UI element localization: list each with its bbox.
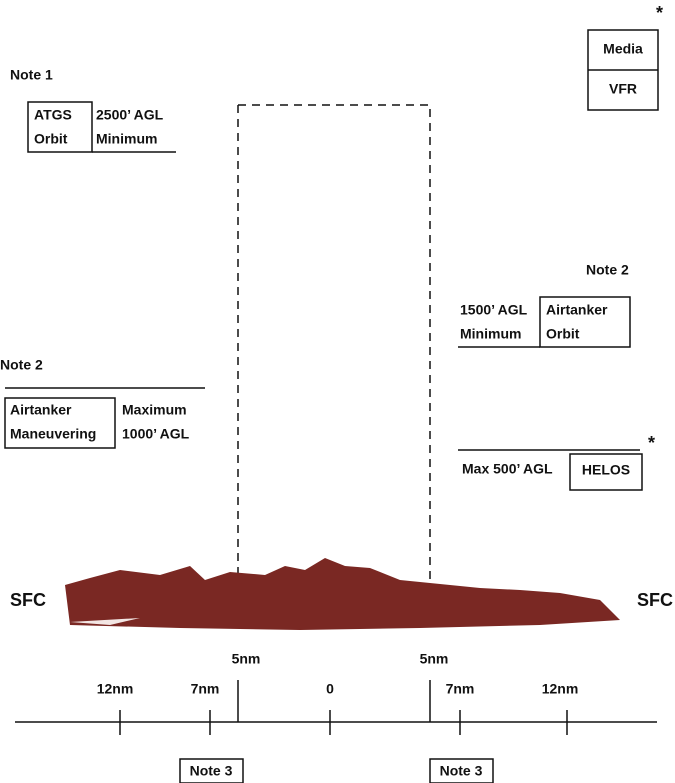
box-text: Orbit [546, 326, 580, 342]
distance-label: 7nm [446, 681, 475, 697]
altitude-text: Minimum [96, 131, 157, 147]
media-label: Media [603, 41, 643, 57]
altitude-text: 2500’ AGL [96, 107, 164, 123]
asterisk: * [648, 433, 655, 453]
distance-label: 7nm [191, 681, 220, 697]
note: Note 1 [10, 67, 53, 83]
box-text: HELOS [582, 462, 630, 478]
altitude-text: Max 500’ AGL [462, 461, 553, 477]
atgs-box [27, 101, 93, 153]
vfr-label: VFR [609, 81, 637, 97]
distance-label: 12nm [97, 681, 134, 697]
surface-label: SFC [637, 590, 673, 610]
box-text: Airtanker [10, 402, 72, 418]
distance-label: 12nm [542, 681, 579, 697]
altitude-text: 1500’ AGL [460, 302, 528, 318]
terrain [65, 558, 620, 630]
axis-ticks [119, 680, 568, 735]
airtanker-maneuvering-box [4, 397, 116, 449]
note-box [179, 758, 244, 783]
distance-label: 5nm [420, 651, 449, 667]
helos-box [569, 453, 643, 491]
terrain-highlight [70, 618, 140, 625]
box-text: ATGS [34, 107, 72, 123]
box-text: Orbit [34, 131, 68, 147]
distance-label: 0 [326, 681, 334, 697]
note: Note 3 [440, 763, 483, 779]
airspace-column [237, 104, 431, 590]
surface-label: SFC [10, 590, 46, 610]
distance-label: 5nm [232, 651, 261, 667]
altitude-text: Minimum [460, 326, 521, 342]
altitude-text: 1000’ AGL [122, 426, 190, 442]
altitude-text: Maximum [122, 402, 187, 418]
asterisk: * [656, 3, 663, 23]
airtanker-orbit-box [539, 296, 631, 348]
note: Note 3 [190, 763, 233, 779]
box-text: Airtanker [546, 302, 608, 318]
box-text: Maneuvering [10, 426, 96, 442]
note: Note 2 [0, 357, 43, 373]
note-box [429, 758, 494, 783]
note: Note 2 [586, 262, 629, 278]
